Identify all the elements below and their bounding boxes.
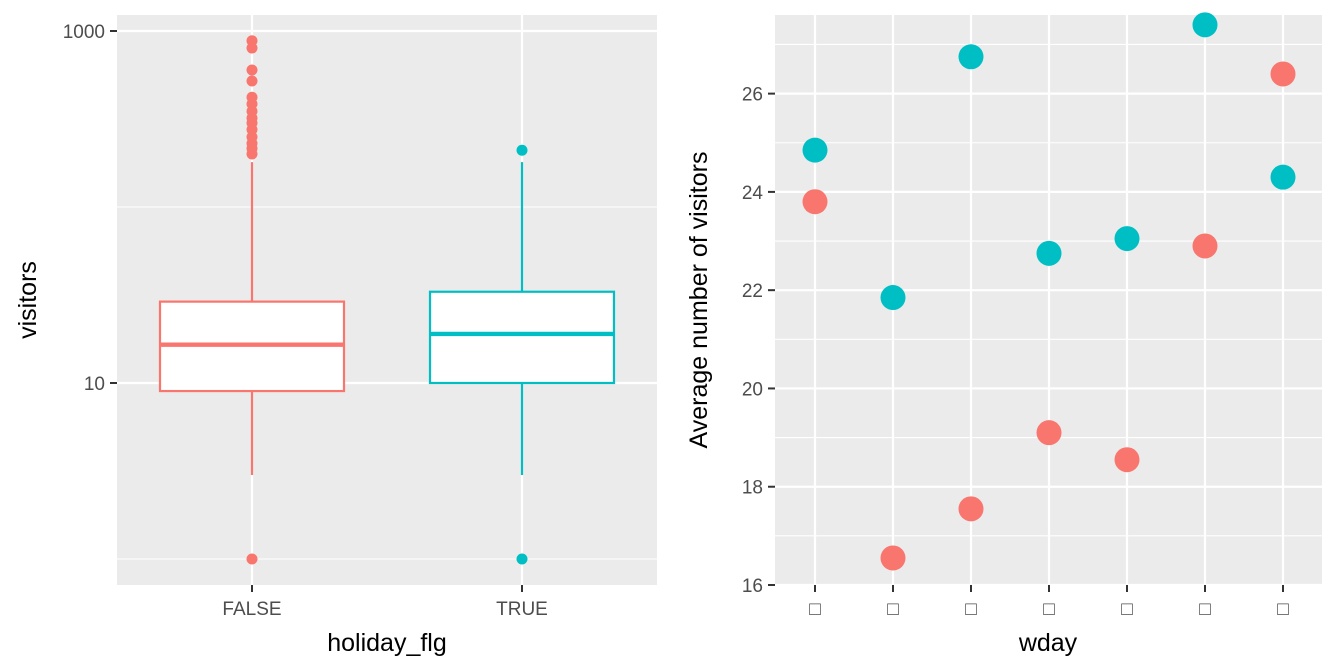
boxplot-y-tick-label: 10 bbox=[84, 374, 105, 395]
box-outlier-point bbox=[246, 91, 258, 103]
box-outlier-point bbox=[246, 64, 258, 76]
scatter-point bbox=[1192, 233, 1218, 259]
scatter-point bbox=[1036, 240, 1062, 266]
box-body bbox=[428, 290, 616, 385]
box-outlier-point bbox=[246, 75, 258, 87]
box-false bbox=[158, 35, 346, 565]
scatter-point bbox=[1114, 226, 1140, 252]
scatter-point bbox=[1036, 420, 1062, 446]
scatter-x-tick-label: □ bbox=[887, 599, 899, 620]
scatter-x-tick-label: □ bbox=[1199, 599, 1211, 620]
boxplot-y-tick-label: 1000 bbox=[63, 22, 105, 43]
scatter-x-tick-label: □ bbox=[809, 599, 821, 620]
scatter-x-axis: □ □ □ □ □ □ □ bbox=[809, 585, 1289, 620]
scatter-point bbox=[802, 137, 828, 163]
scatter-point bbox=[1192, 12, 1218, 38]
scatter-point bbox=[958, 496, 984, 522]
scatter-x-tick-label: □ bbox=[965, 599, 977, 620]
scatter-y-tick-label: 22 bbox=[742, 281, 763, 302]
box-outlier-point bbox=[516, 553, 528, 565]
scatter-point bbox=[802, 189, 828, 215]
scatter-point bbox=[880, 285, 906, 311]
box-outlier-point bbox=[246, 35, 258, 47]
scatter-y-tick-label: 26 bbox=[742, 85, 763, 106]
scatter-panel: 16 18 20 22 24 26 □ □ □ □ □ □ □ wday Average number… bbox=[685, 12, 1322, 657]
boxplot-x-axis-title: holiday_flg bbox=[327, 629, 447, 657]
box-outlier-point bbox=[246, 553, 258, 565]
boxplot-x-tick-label: TRUE bbox=[496, 599, 548, 620]
box-true bbox=[428, 144, 616, 565]
scatter-series-1 bbox=[802, 12, 1296, 311]
boxplot-y-axis-title: visitors bbox=[14, 261, 42, 339]
boxplot-y-axis: 10 1000 bbox=[63, 22, 117, 395]
scatter-y-axis: 16 18 20 22 24 26 bbox=[742, 85, 775, 597]
boxplot-marks bbox=[158, 35, 616, 565]
scatter-point bbox=[1270, 61, 1296, 87]
scatter-y-tick-label: 16 bbox=[742, 576, 763, 597]
scatter-y-tick-label: 20 bbox=[742, 379, 763, 400]
scatter-x-tick-label: □ bbox=[1277, 599, 1289, 620]
boxplot-x-tick-label: FALSE bbox=[222, 599, 281, 620]
scatter-point bbox=[958, 44, 984, 70]
scatter-series-0 bbox=[802, 61, 1296, 571]
scatter-y-tick-label: 18 bbox=[742, 478, 763, 499]
boxplot-panel: 10 1000 FALSE TRUE holiday_flg visitors bbox=[14, 15, 657, 657]
scatter-y-tick-label: 24 bbox=[742, 183, 764, 204]
boxplot-x-axis: FALSE TRUE bbox=[222, 585, 548, 620]
scatter-point bbox=[1114, 447, 1140, 473]
scatter-x-tick-label: □ bbox=[1043, 599, 1055, 620]
box-outlier-point bbox=[516, 144, 528, 156]
scatter-point bbox=[1270, 164, 1296, 190]
scatter-point bbox=[880, 545, 906, 571]
scatter-y-axis-title: Average number of visitors bbox=[685, 152, 713, 449]
scatter-x-axis-title: wday bbox=[1018, 629, 1078, 657]
scatter-marks bbox=[802, 12, 1296, 571]
scatter-x-tick-label: □ bbox=[1121, 599, 1133, 620]
